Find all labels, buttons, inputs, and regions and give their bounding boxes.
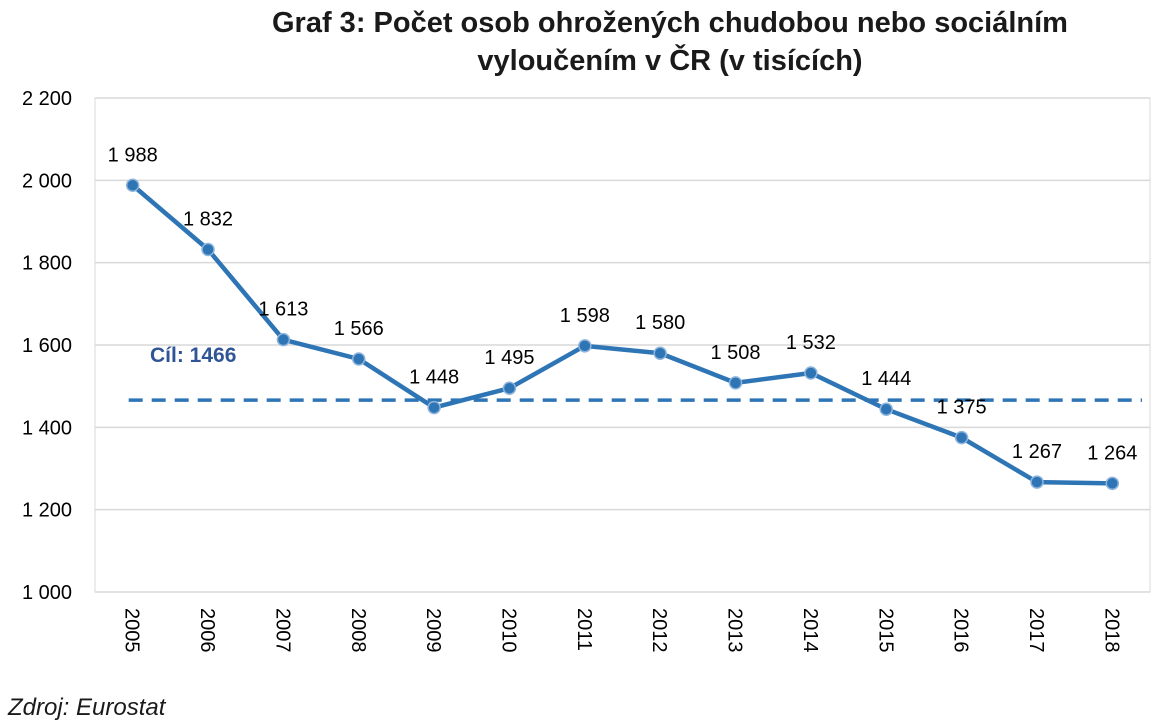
x-tick-label: 2011 [573, 608, 595, 651]
data-point [954, 430, 969, 445]
x-tick-label: 2015 [874, 608, 896, 653]
data-label: 1 444 [861, 368, 911, 390]
chart-title-line-1: Graf 3: Počet osob ohrožených chudobou n… [272, 7, 1068, 39]
y-tick-label: 1 800 [22, 253, 72, 275]
data-label: 1 832 [183, 208, 233, 230]
x-tick-label: 2005 [121, 608, 143, 653]
data-point [352, 352, 366, 366]
y-tick-label: 1 600 [22, 335, 72, 357]
data-label: 1 532 [786, 332, 836, 354]
data-point [879, 402, 893, 416]
data-point [125, 178, 140, 193]
data-point [653, 346, 667, 360]
chart-title: Graf 3: Počet osob ohrožených chudobou n… [200, 4, 1140, 80]
target-label: Cíl: 1466 [150, 344, 236, 367]
x-tick-label: 2017 [1025, 608, 1047, 653]
data-label: 1 448 [409, 367, 459, 389]
y-tick-label: 1 200 [22, 500, 72, 522]
series-line [131, 183, 1113, 486]
data-point [427, 400, 441, 415]
data-label: 1 613 [258, 299, 308, 321]
x-tick-label: 2006 [196, 608, 218, 653]
source-note: Zdroj: Eurostat [8, 694, 166, 721]
y-tick-label: 2 200 [22, 88, 72, 110]
x-tick-label: 2008 [347, 608, 369, 653]
x-tick-label: 2014 [799, 608, 821, 653]
data-point [728, 376, 743, 390]
y-tick-label: 1 000 [22, 582, 72, 604]
y-tick-label: 2 000 [22, 170, 72, 192]
chart-title-line-2: vyloučením v ČR (v tisících) [477, 45, 863, 77]
data-label: 1 267 [1012, 441, 1062, 463]
x-tick-label: 2009 [422, 608, 444, 653]
x-tick-label: 2012 [648, 608, 670, 653]
data-label: 1 375 [937, 397, 987, 419]
data-point [201, 242, 215, 257]
x-tick-label: 2013 [724, 608, 746, 653]
line-chart: 1 000 1 200 1 400 1 600 1 800 2 000 2 200 2005 2… [22, 88, 1151, 653]
data-point [1030, 475, 1044, 489]
data-label: 1 566 [334, 318, 384, 340]
data-point [1105, 476, 1120, 491]
data-point [804, 366, 818, 380]
data-point [276, 332, 291, 347]
x-tick-label: 2016 [950, 608, 972, 653]
data-label: 1 508 [711, 342, 761, 364]
data-point [502, 381, 517, 395]
x-tick-label: 2007 [271, 608, 293, 653]
x-tick-label: 2010 [497, 608, 519, 653]
data-label: 1 598 [560, 305, 610, 327]
data-label: 1 264 [1087, 442, 1137, 464]
y-tick-label: 1 400 [22, 417, 72, 439]
x-tick-label: 2018 [1100, 608, 1122, 653]
data-point [578, 339, 592, 353]
data-label: 1 495 [484, 347, 534, 369]
data-label: 1 580 [635, 312, 685, 334]
data-label: 1 988 [108, 144, 158, 166]
